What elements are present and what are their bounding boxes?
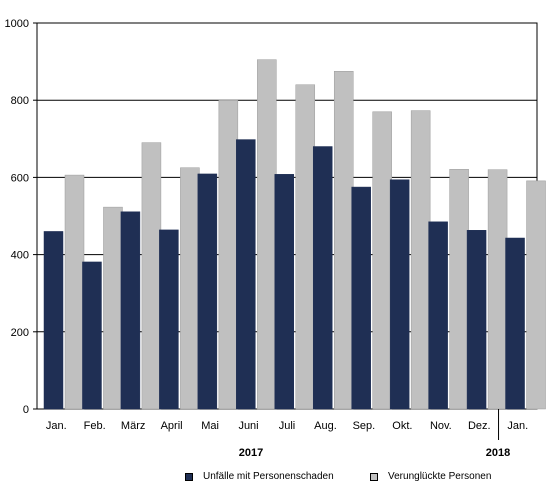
year-label-2017: 2017 xyxy=(239,447,263,459)
y-tick-label-1000: 1000 xyxy=(5,18,29,30)
y-tick-label-200: 200 xyxy=(11,327,29,339)
bar-accidents-11 xyxy=(428,221,448,410)
bar-injured-8 xyxy=(333,71,354,410)
bar-injured-10 xyxy=(410,110,431,410)
x-tick-label-8: Aug. xyxy=(314,420,337,432)
bar-accidents-2 xyxy=(82,261,102,410)
bar-injured-7 xyxy=(295,84,316,410)
legend-item-accidents: Unfälle mit Personenschaden xyxy=(185,471,334,482)
bar-accidents-13 xyxy=(505,237,525,410)
bar-injured-13 xyxy=(526,180,546,410)
legend-swatch-accidents xyxy=(185,472,193,481)
legend: Unfälle mit Personenschaden Verunglückte… xyxy=(0,471,556,487)
bar-injured-9 xyxy=(372,111,392,410)
bar-injured-12 xyxy=(487,169,508,410)
legend-swatch-injured xyxy=(370,472,378,481)
y-tick-label-800: 800 xyxy=(11,95,29,107)
legend-item-injured: Verunglückte Personen xyxy=(370,471,491,482)
bars xyxy=(43,59,546,410)
bar-injured-5 xyxy=(218,99,239,410)
bar-accidents-10 xyxy=(389,179,410,410)
x-tick-label-12: Dez. xyxy=(468,420,491,432)
x-tick-label-5: Mai xyxy=(201,420,219,432)
year-label-2018: 2018 xyxy=(486,447,510,459)
bar-injured-2 xyxy=(103,206,123,410)
bar-accidents-12 xyxy=(466,230,487,410)
bar-accidents-6 xyxy=(236,139,256,410)
y-tick-label-600: 600 xyxy=(11,172,29,184)
legend-label-injured: Verunglückte Personen xyxy=(388,471,492,482)
axes xyxy=(33,22,500,440)
x-tick-label-13: Jan. xyxy=(507,420,528,432)
bar-injured-6 xyxy=(257,59,277,410)
bar-accidents-1 xyxy=(43,231,64,410)
legend-label-accidents: Unfälle mit Personenschaden xyxy=(203,471,334,482)
x-tick-label-9: Sep. xyxy=(353,420,376,432)
x-tick-label-4: April xyxy=(161,420,183,432)
bar-accidents-7 xyxy=(274,174,295,410)
x-tick-label-3: März xyxy=(121,420,145,432)
bar-accidents-5 xyxy=(197,173,218,410)
bar-injured-4 xyxy=(180,167,200,410)
tick-labels: 0 200 400 600 800 1000 Jan. Feb. März April Mai Jun… xyxy=(5,18,529,432)
x-tick-label-1: Jan. xyxy=(46,420,67,432)
bar-injured-1 xyxy=(64,174,85,410)
x-tick-label-2: Feb. xyxy=(84,420,106,432)
bar-chart: 0 200 400 600 800 1000 Jan. Feb. März April Mai Jun… xyxy=(5,18,546,459)
bar-accidents-8 xyxy=(312,146,333,410)
bar-accidents-4 xyxy=(159,229,179,410)
y-tick-label-0: 0 xyxy=(23,404,29,416)
bar-injured-11 xyxy=(449,169,469,410)
x-tick-label-11: Nov. xyxy=(430,420,452,432)
x-tick-label-7: Juli xyxy=(279,420,296,432)
x-tick-label-6: Juni xyxy=(238,420,258,432)
bar-accidents-3 xyxy=(120,211,141,410)
x-tick-label-10: Okt. xyxy=(392,420,412,432)
bar-accidents-9 xyxy=(351,186,371,410)
bar-injured-3 xyxy=(141,142,162,410)
y-tick-label-400: 400 xyxy=(11,250,29,262)
